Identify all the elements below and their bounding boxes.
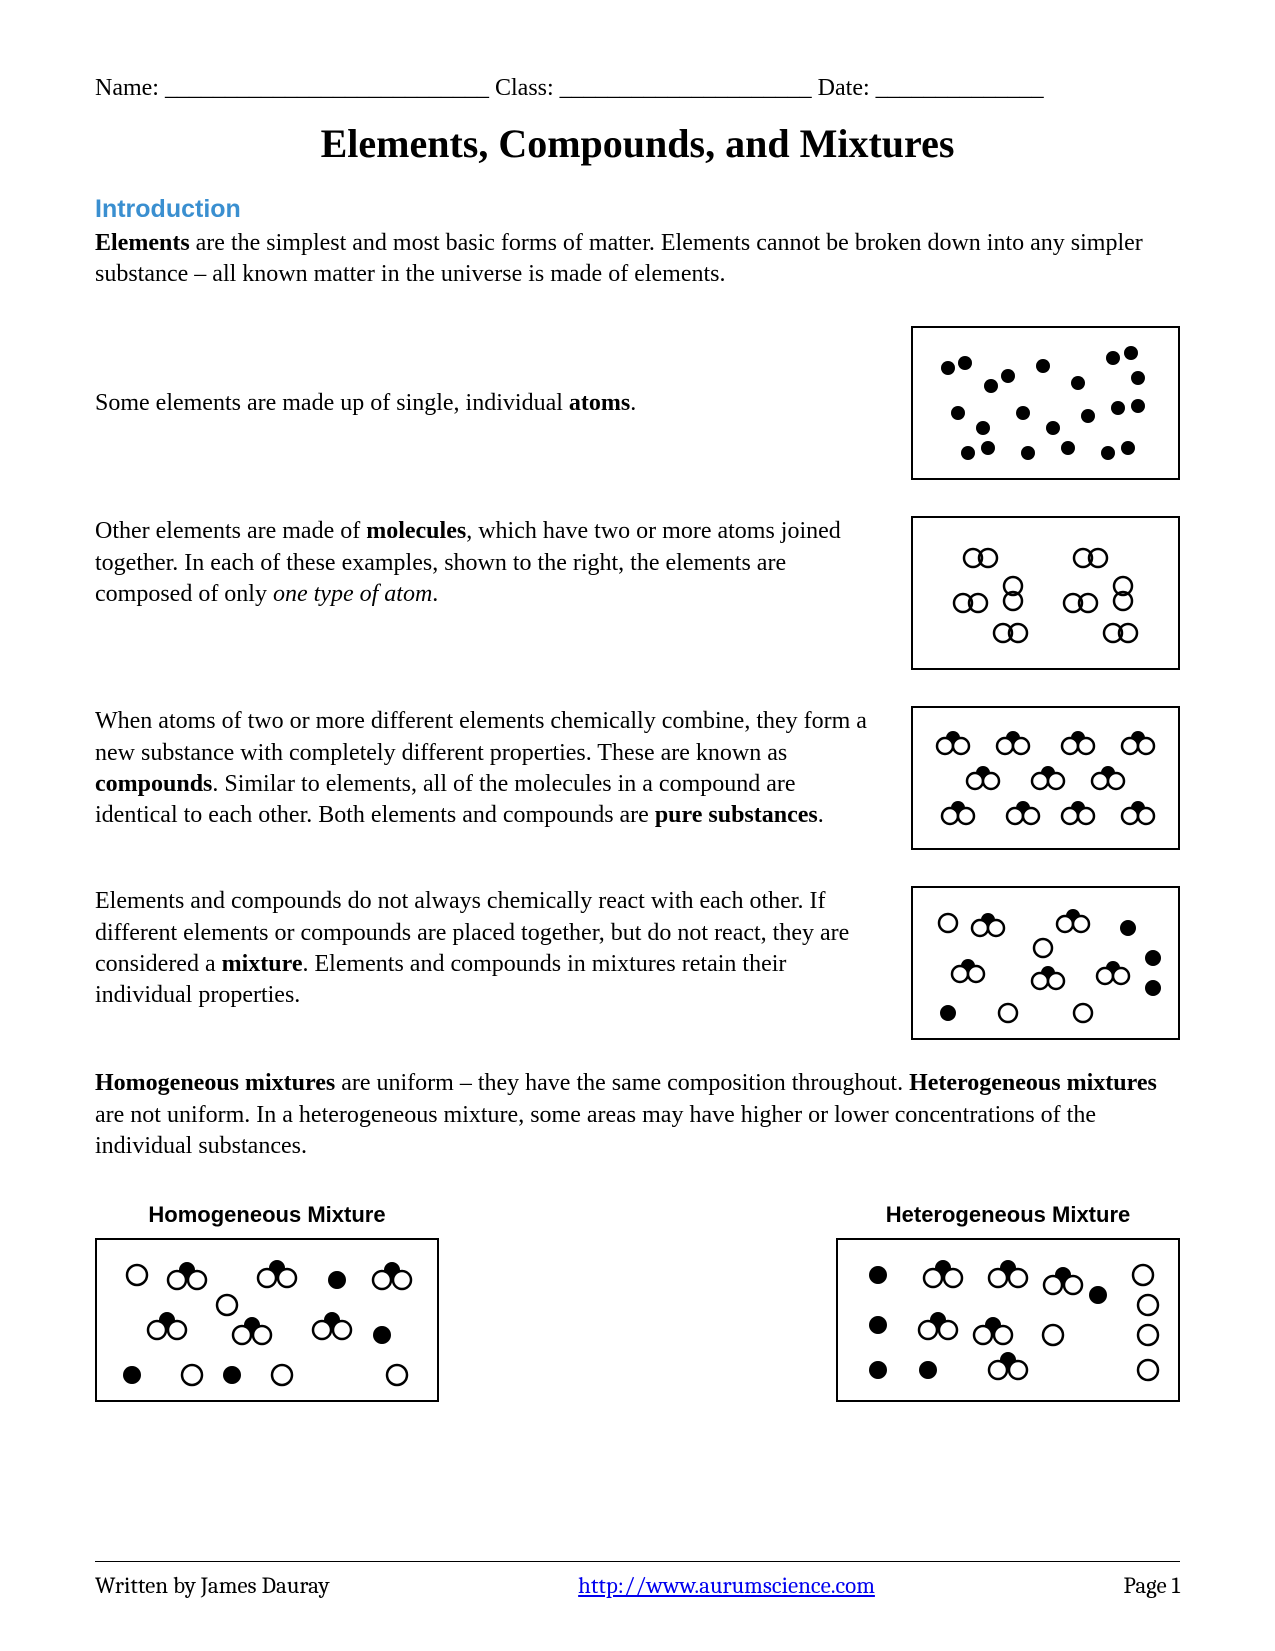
page-title: Elements, Compounds, and Mixtures [95,120,1180,167]
p6b: are uniform – they have the same composi… [335,1070,909,1096]
diagram-compounds [911,706,1180,850]
p4a: When atoms of two or more different elem… [95,708,867,765]
p4e: . [818,802,824,828]
diagram-mixture [911,886,1180,1040]
para2c: . [630,390,636,416]
footer-author: Written by James Dauray [95,1572,330,1599]
p6d: are not uniform. In a heterogeneous mixt… [95,1102,1096,1159]
page-footer: Written by James Dauray http://www.aurum… [95,1561,1180,1599]
diagram-homogeneous [95,1238,439,1402]
class-blank: _____________________ [554,75,818,102]
mixture-diagrams-row: Homogeneous Mixture [95,1202,1180,1407]
diagram-heterogeneous [836,1238,1180,1402]
name-blank: ___________________________ [159,75,495,102]
header-fields: Name: ___________________________ Class:… [95,75,1180,102]
bold-compounds: compounds [95,771,212,797]
row-molecules: Other elements are made of molecules, wh… [95,516,1180,670]
bold-puresub: pure substances [655,802,818,828]
name-label: Name: [95,75,159,102]
italic-onetype: one type of atom [273,581,432,607]
diagram-molecules [911,516,1180,670]
para-homo-hetero: Homogeneous mixtures are uniform – they … [95,1068,1180,1162]
para-atoms: Some elements are made up of single, ind… [95,388,871,419]
row-compounds: When atoms of two or more different elem… [95,706,1180,850]
bold-atoms: atoms [569,390,630,416]
para-molecules: Other elements are made of molecules, wh… [95,516,871,610]
para-mixture: Elements and compounds do not always che… [95,886,871,1011]
date-blank: ______________ [870,75,1044,102]
footer-link[interactable]: http://www.aurumscience.com [578,1572,875,1599]
bold-elements: Elements [95,230,190,256]
row-atoms: Some elements are made up of single, ind… [95,326,1180,480]
bold-hetero: Heterogeneous mixtures [909,1070,1157,1096]
para2a: Some elements are made up of single, ind… [95,390,569,416]
intro-heading: Introduction [95,195,1180,224]
hetero-label: Heterogeneous Mixture [836,1202,1180,1228]
diagram-atoms [911,326,1180,480]
intro-text: are the simplest and most basic forms of… [95,230,1143,287]
homo-label: Homogeneous Mixture [95,1202,439,1228]
footer-page: Page 1 [1124,1572,1180,1599]
row-mixture: Elements and compounds do not always che… [95,886,1180,1040]
date-label: Date: [818,75,870,102]
bold-molecules: molecules [366,518,466,544]
p3a: Other elements are made of [95,518,366,544]
intro-paragraph: Elements are the simplest and most basic… [95,228,1180,290]
bold-mixture: mixture [222,951,303,977]
para-compounds: When atoms of two or more different elem… [95,706,871,831]
p3e: . [432,581,438,607]
bold-homo: Homogeneous mixtures [95,1070,335,1096]
class-label: Class: [495,75,554,102]
